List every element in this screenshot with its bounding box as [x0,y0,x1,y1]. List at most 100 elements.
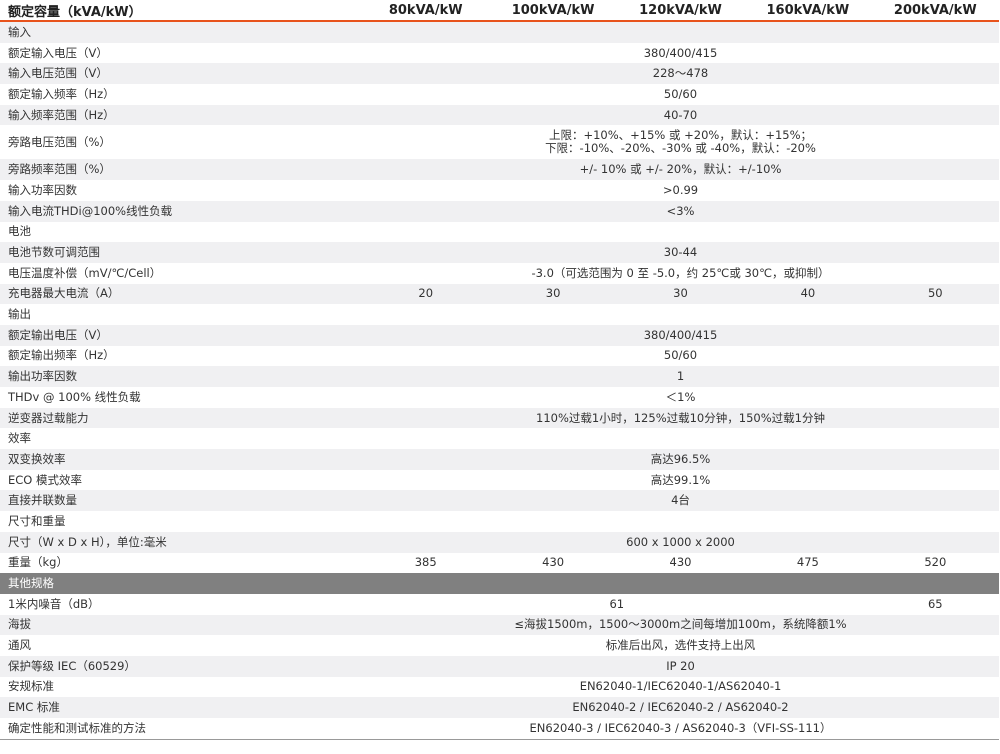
row-label: 额定输入电压（V） [0,42,363,64]
section-row: 输入 [0,21,999,43]
value-cell: 高达96.5% [362,449,999,470]
value-text: EN62040-2 / IEC62040-2 / AS62040-2 [572,700,789,715]
value-cell: 600 x 1000 x 2000 [362,531,999,553]
table-row: 额定输入频率（Hz） 50/60 [0,84,999,105]
row-label: 旁路频率范围（%） [0,159,363,181]
value-cell: 标准后出风，选件支持上出风 [362,635,999,656]
model-header: 200kVA/kW [871,0,999,22]
value-text: 50 [927,286,943,301]
table-row: 充电器最大电流（A） 20 30 30 40 50 [0,283,999,305]
row-label: 1米内噪音（dB） [0,593,363,615]
table-row: 确定性能和测试标准的方法 EN62040-3 / IEC62040-3 / AS6… [0,718,999,740]
row-label: 额定输入频率（Hz） [0,84,363,105]
value-cell: +/- 10% 或 +/- 20%，默认：+/-10% [362,159,999,181]
value-cell: -3.0（可选范围为 0 至 -5.0，约 25℃或 30℃，或抑制） [362,262,999,284]
value-text: 30 [545,286,561,301]
value-cell: 110%过载1小时，125%过载10分钟，150%过载1分钟 [362,407,999,429]
table-row: 双变换效率 高达96.5% [0,449,999,470]
value-text: 高达99.1% [650,472,711,487]
row-label: THDv @ 100% 线性负载 [0,387,363,408]
row-label: 安规标准 [0,676,363,698]
empty-cell [362,511,999,532]
section-row: 电池 [0,221,999,243]
value-text: 228～478 [652,66,709,81]
table-row: EMC 标准 EN62040-2 / IEC62040-2 / AS62040-2 [0,697,999,718]
value-text: IP 20 [666,658,695,673]
row-label: 输入功率因数 [0,180,363,201]
table-row: 1米内噪音（dB） 61 65 [0,593,999,615]
value-cell: EN62040-3 / IEC62040-3 / AS62040-3（VFI-S… [362,718,999,740]
empty-cell [362,573,999,594]
value-cell: 高达99.1% [362,469,999,491]
value-cell: 430 [489,552,617,574]
empty-cell [362,428,999,450]
section-title: 尺寸和重量 [0,511,363,532]
value-cell: 50/60 [362,84,999,105]
value-cell: 上限：+10%、+15% 或 +20%，默认：+15%； 下限：-10%、-20%… [362,125,999,160]
value-text: 高达96.5% [650,451,711,466]
header-row: 额定容量（kVA/kW） 80kVA/kW 100kVA/kW 120kVA/k… [0,0,999,22]
section-title: 输入 [0,21,363,43]
section-row: 输出 [0,304,999,325]
value-text: 380/400/415 [643,45,718,60]
value-cell: ＜1% [362,387,999,408]
value-cell: 40 [744,283,872,305]
value-text: EN62040-3 / IEC62040-3 / AS62040-3（VFI-S… [529,720,832,735]
row-label: 通风 [0,635,363,656]
value-text: 110%过载1小时，125%过载10分钟，150%过载1分钟 [536,410,825,425]
row-label: 确定性能和测试标准的方法 [0,718,363,740]
section-title: 输出 [0,304,363,325]
value-text: 1 [676,369,685,384]
table-row: 保护等级 IEC（60529） IP 20 [0,655,999,677]
section-row: 尺寸和重量 [0,511,999,532]
value-cell: 30 [489,283,617,305]
value-cell: 40-70 [362,104,999,126]
value-text: 50/60 [663,348,698,363]
section-row: 效率 [0,428,999,450]
value-text: 标准后出风，选件支持上出风 [605,638,756,653]
value-cell: 30-44 [362,242,999,263]
value-cell: 1 [362,366,999,387]
section-row: 其他规格 [0,573,999,594]
value-cell: 20 [362,283,490,305]
model-header: 160kVA/kW [744,0,872,22]
table-row: 直接并联数量 4台 [0,490,999,512]
value-cell: 430 [616,552,745,574]
table-row: 重量（kg） 385 430 430 475 520 [0,552,999,574]
row-label: 重量（kg） [0,552,363,574]
value-cell: 65 [871,593,999,615]
capacity-header: 额定容量（kVA/kW） [0,0,363,22]
row-label: EMC 标准 [0,697,363,718]
value-text: 20 [418,286,434,301]
value-cell: 61 [362,593,872,615]
row-label: 额定输出电压（V） [0,324,363,346]
table-row: 安规标准 EN62040-1/IEC62040-1/AS62040-1 [0,676,999,698]
row-label: 双变换效率 [0,449,363,470]
row-label: 保护等级 IEC（60529） [0,655,363,677]
section-title: 电池 [0,221,363,243]
section-title: 其他规格 [0,573,363,594]
value-text: >0.99 [662,182,699,197]
table-row: THDv @ 100% 线性负载 ＜1% [0,387,999,408]
value-text: 430 [542,555,565,570]
value-text: 380/400/415 [643,327,718,342]
table-row: ECO 模式效率 高达99.1% [0,469,999,491]
empty-cell [362,221,999,243]
row-label: 充电器最大电流（A） [0,283,363,305]
value-text-line2: 下限：-10%、-20%、-30% 或 -40%，默认：-20% [545,141,816,156]
value-text: 520 [924,555,947,570]
model-header: 120kVA/kW [616,0,745,22]
row-label: 逆变器过载能力 [0,407,363,429]
table-row: 通风 标准后出风，选件支持上出风 [0,635,999,656]
value-cell: 380/400/415 [362,324,999,346]
value-text: 4台 [671,493,690,508]
value-cell: 4台 [362,490,999,512]
row-label: 输入频率范围（Hz） [0,104,363,126]
value-text: ＜1% [665,389,696,404]
value-text: 50/60 [663,86,698,101]
value-cell: IP 20 [362,655,999,677]
row-label: 电压温度补偿（mV/℃/Cell） [0,262,363,284]
value-cell: <3% [362,200,999,222]
table-row: 海拔 ≤海拔1500m，1500～3000m之间每增加100m，系统降额1% [0,614,999,636]
